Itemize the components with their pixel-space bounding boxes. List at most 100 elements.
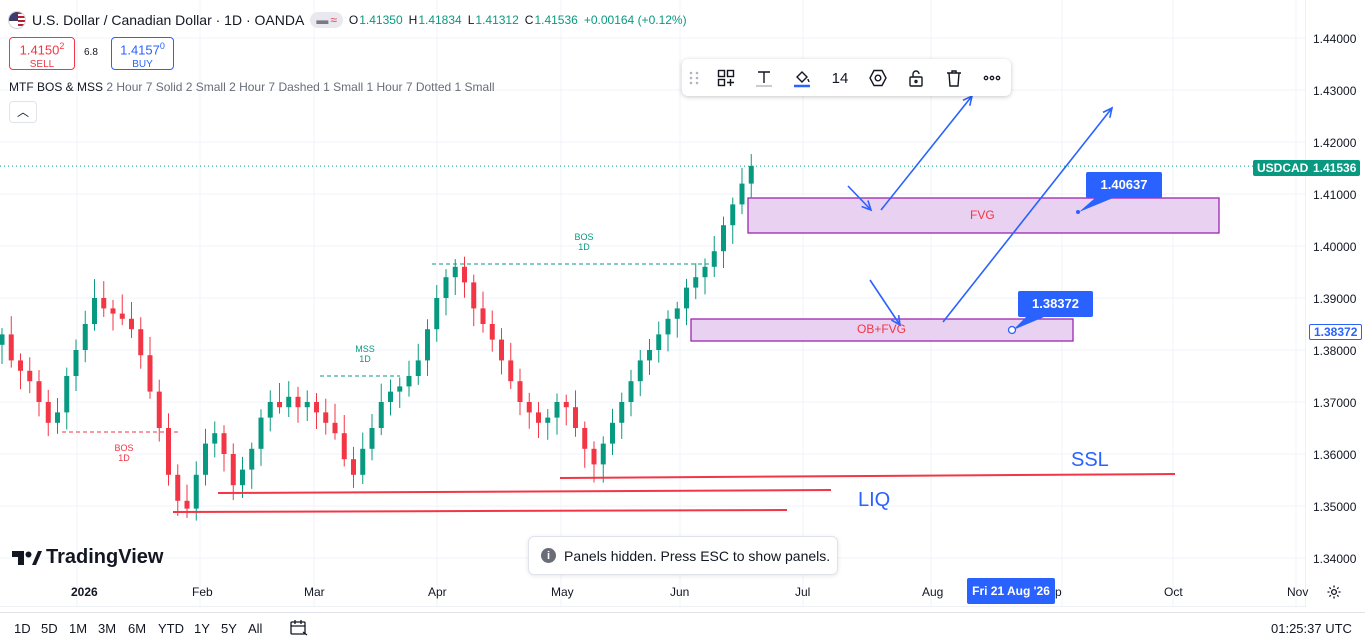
candle-body	[101, 298, 107, 309]
candle-body	[702, 266, 708, 278]
candle-body	[665, 318, 671, 335]
candle-body	[249, 448, 255, 470]
candle-body	[166, 428, 171, 475]
mss-label: MSS 1D	[355, 344, 375, 364]
fill-color-icon[interactable]	[788, 65, 816, 91]
arrow-into-fvg	[847, 185, 872, 211]
price-callout-lower[interactable]: 1.38372	[1018, 291, 1093, 317]
font-size-button[interactable]: 14	[831, 69, 849, 87]
indicator-legend[interactable]: MTF BOS & MSS 2 Hour 7 Solid 2 Small 2 H…	[9, 80, 495, 94]
sell-button[interactable]: 1.41502 SELL	[9, 37, 75, 70]
ohlc-close: C 1.41536	[524, 13, 578, 27]
range-3m[interactable]: 3M	[98, 621, 117, 636]
price-tick: 1.35000	[1313, 500, 1357, 514]
ssl-label: SSL	[1071, 449, 1109, 471]
delete-icon[interactable]	[940, 65, 968, 91]
time-label: Mar	[304, 585, 325, 599]
callout-anchor-lower	[1007, 325, 1017, 335]
drag-handle-icon[interactable]	[684, 65, 704, 91]
price-tick: 1.39000	[1313, 292, 1357, 306]
text-icon[interactable]	[750, 65, 778, 91]
tradingview-logo: TradingView	[12, 546, 163, 569]
candle-body	[378, 402, 384, 428]
candle-body	[545, 417, 551, 423]
toast-text: Panels hidden. Press ESC to show panels.	[564, 547, 831, 564]
gear-icon[interactable]	[1326, 584, 1342, 600]
price-callout-upper[interactable]: 1.40637	[1086, 172, 1162, 198]
candle-body	[610, 422, 615, 444]
wave-icon: ≈	[330, 13, 337, 27]
candle-body	[184, 500, 190, 509]
liq-line-lower	[172, 509, 788, 513]
liq-label: LIQ	[858, 489, 891, 511]
ssl-line	[559, 473, 1176, 479]
time-axis[interactable]: 2026 Feb Mar Apr May Jun Jul Aug p Oct N…	[0, 585, 1308, 601]
range-6m[interactable]: 6M	[128, 621, 147, 636]
panels-hidden-toast[interactable]: i Panels hidden. Press ESC to show panel…	[528, 536, 838, 575]
candle-body	[434, 298, 440, 330]
candle-body	[193, 474, 199, 509]
candle-body	[730, 204, 736, 226]
candle-body	[406, 376, 412, 387]
time-label: Feb	[192, 585, 213, 599]
utc-clock[interactable]: 01:25:37 UTC	[1271, 621, 1352, 636]
range-all[interactable]: All	[248, 621, 263, 636]
arrow-up-from-fvg	[880, 95, 973, 211]
candle-body	[314, 402, 319, 413]
arrow-up-from-ob-fvg	[942, 107, 1113, 323]
candle-body	[240, 469, 245, 486]
spread-value: 6.8	[84, 47, 98, 58]
candle-body	[267, 402, 273, 418]
time-label: Oct	[1164, 585, 1183, 599]
candle-body	[82, 324, 88, 350]
time-label: Jun	[670, 585, 690, 599]
template-icon[interactable]	[712, 65, 740, 91]
candle-body	[554, 402, 560, 418]
range-1m[interactable]: 1M	[69, 621, 88, 636]
candle-body	[471, 282, 477, 309]
candle-body	[415, 360, 421, 376]
us-flag-icon	[8, 11, 26, 29]
candle-body	[388, 391, 393, 402]
market-status-chip[interactable]: ▬ ≈	[310, 12, 343, 28]
candle-body	[647, 350, 652, 361]
candle-body	[45, 402, 51, 423]
candle-body	[452, 266, 458, 278]
dash-icon: ▬	[316, 13, 329, 27]
arrow-up-from-fvg-head	[962, 94, 974, 106]
range-1d[interactable]: 1D	[14, 621, 31, 636]
candle-body	[563, 402, 569, 408]
candle-body	[8, 334, 14, 361]
liq-line-upper	[217, 489, 832, 494]
arrow-into-fvg-head	[861, 200, 873, 212]
range-1y[interactable]: 1Y	[194, 621, 210, 636]
symbol-title[interactable]: U.S. Dollar / Canadian Dollar · 1D · OAN…	[32, 12, 305, 28]
candle-body	[332, 422, 338, 434]
candle-body	[480, 308, 486, 324]
candle-body	[591, 448, 597, 465]
ohlc-low: L 1.41312	[467, 13, 519, 27]
buy-button[interactable]: 1.41570 BUY	[111, 37, 174, 70]
candle-body	[18, 360, 23, 371]
fvg-zone	[747, 197, 1220, 234]
time-label: Jul	[795, 585, 811, 599]
candle-body	[508, 360, 514, 382]
chart-canvas[interactable]	[0, 0, 1306, 607]
calendar-range-icon[interactable]	[289, 619, 309, 637]
price-axis[interactable]: 1.44000 1.43000 1.42000 1.41000 1.40000 …	[1306, 0, 1365, 607]
candle-body	[693, 277, 699, 288]
candle-body	[536, 412, 541, 423]
candle-body	[147, 355, 153, 392]
settings-icon[interactable]	[864, 65, 892, 91]
collapse-legend-button[interactable]: ︿	[9, 101, 37, 123]
buy-price: 1.4157	[120, 42, 160, 58]
range-5y[interactable]: 5Y	[221, 621, 237, 636]
range-5d[interactable]: 5D	[41, 621, 58, 636]
candle-body	[397, 386, 403, 392]
candle-body	[748, 165, 754, 184]
lock-icon[interactable]	[902, 65, 930, 91]
candle-body	[92, 298, 97, 324]
symbol-price-tag: USDCAD	[1253, 160, 1313, 176]
range-ytd[interactable]: YTD	[158, 621, 184, 636]
more-icon[interactable]	[978, 65, 1006, 91]
